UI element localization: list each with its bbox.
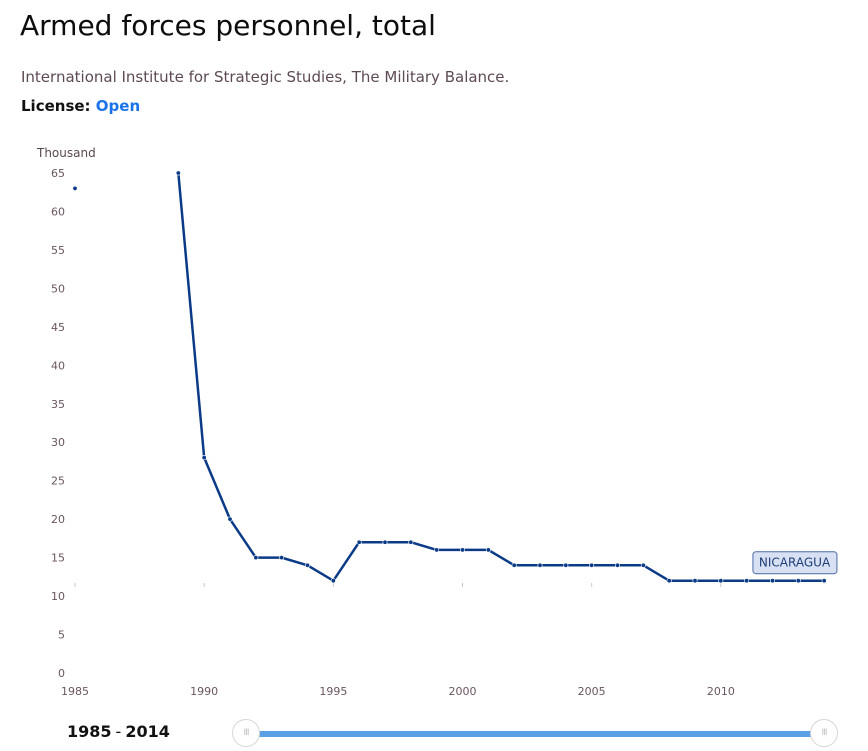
data-point[interactable] [821, 578, 827, 584]
data-point[interactable] [330, 578, 336, 584]
chart-title: Armed forces personnel, total [20, 9, 436, 42]
data-point[interactable] [769, 578, 775, 584]
y-tick-label: 60 [51, 205, 65, 218]
y-axis: 0 5 10 15 20 25 30 35 40 45 50 55 60 65 [51, 167, 65, 680]
range-start: 1985 [67, 722, 112, 741]
y-tick-label: 20 [51, 513, 65, 526]
line-chart: Thousand 0 5 10 15 20 25 30 35 40 45 50 55 60 65 1985… [36, 146, 838, 698]
range-end: 2014 [125, 722, 170, 741]
data-point[interactable] [459, 547, 465, 553]
data-point[interactable] [692, 578, 698, 584]
y-axis-unit-label: Thousand [36, 146, 96, 160]
y-tick-label: 40 [51, 359, 65, 372]
data-point[interactable] [718, 578, 724, 584]
range-separator: - [115, 722, 122, 741]
data-point[interactable] [201, 455, 207, 461]
series-layer: NICARAGUA [72, 170, 838, 584]
y-tick-label: 50 [51, 282, 65, 295]
y-tick-label: 0 [58, 667, 65, 680]
license-label: License: [21, 97, 91, 115]
series-label-text: NICARAGUA [759, 556, 831, 570]
series-line [177, 172, 825, 582]
data-point[interactable] [279, 555, 285, 561]
series-label-tag[interactable]: NICARAGUA [752, 551, 838, 575]
data-point[interactable] [795, 578, 801, 584]
data-point[interactable] [408, 539, 414, 545]
year-range-label: 1985-2014 [67, 722, 170, 741]
x-axis: 1985 1990 1995 2000 2005 2010 [61, 583, 735, 698]
data-point[interactable] [434, 547, 440, 553]
y-tick-label: 35 [51, 398, 65, 411]
data-point[interactable] [563, 562, 569, 568]
data-point[interactable] [253, 555, 259, 561]
data-point[interactable] [666, 578, 672, 584]
data-point[interactable] [589, 562, 595, 568]
license-line: License: Open [21, 97, 140, 115]
y-tick-label: 5 [58, 629, 65, 642]
slider-end-handle[interactable]: III [810, 719, 838, 747]
x-tick-label: 2000 [449, 685, 477, 698]
data-point[interactable] [640, 562, 646, 568]
data-point[interactable] [356, 539, 362, 545]
y-tick-label: 10 [51, 590, 65, 603]
x-tick-label: 1995 [319, 685, 347, 698]
data-point[interactable] [227, 516, 233, 522]
x-tick-label: 1990 [190, 685, 218, 698]
chart-source: International Institute for Strategic St… [21, 68, 510, 86]
x-tick-label: 2005 [578, 685, 606, 698]
x-tick-label: 2010 [707, 685, 735, 698]
year-range-slider[interactable]: III III [232, 719, 838, 749]
slider-start-handle[interactable]: III [232, 719, 260, 747]
data-point[interactable] [511, 562, 517, 568]
data-point[interactable] [304, 562, 310, 568]
data-point[interactable] [175, 170, 181, 176]
data-point[interactable] [614, 562, 620, 568]
data-point[interactable] [72, 185, 78, 191]
data-point[interactable] [537, 562, 543, 568]
y-tick-label: 65 [51, 167, 65, 180]
y-tick-label: 30 [51, 436, 65, 449]
y-tick-label: 15 [51, 552, 65, 565]
license-link[interactable]: Open [95, 97, 141, 115]
series-label-box [752, 551, 838, 575]
data-point[interactable] [485, 547, 491, 553]
data-point[interactable] [382, 539, 388, 545]
data-point[interactable] [744, 578, 750, 584]
x-tick-label: 1985 [61, 685, 89, 698]
y-tick-label: 45 [51, 321, 65, 334]
y-tick-label: 25 [51, 475, 65, 488]
slider-track[interactable] [246, 731, 824, 737]
y-tick-label: 55 [51, 244, 65, 257]
